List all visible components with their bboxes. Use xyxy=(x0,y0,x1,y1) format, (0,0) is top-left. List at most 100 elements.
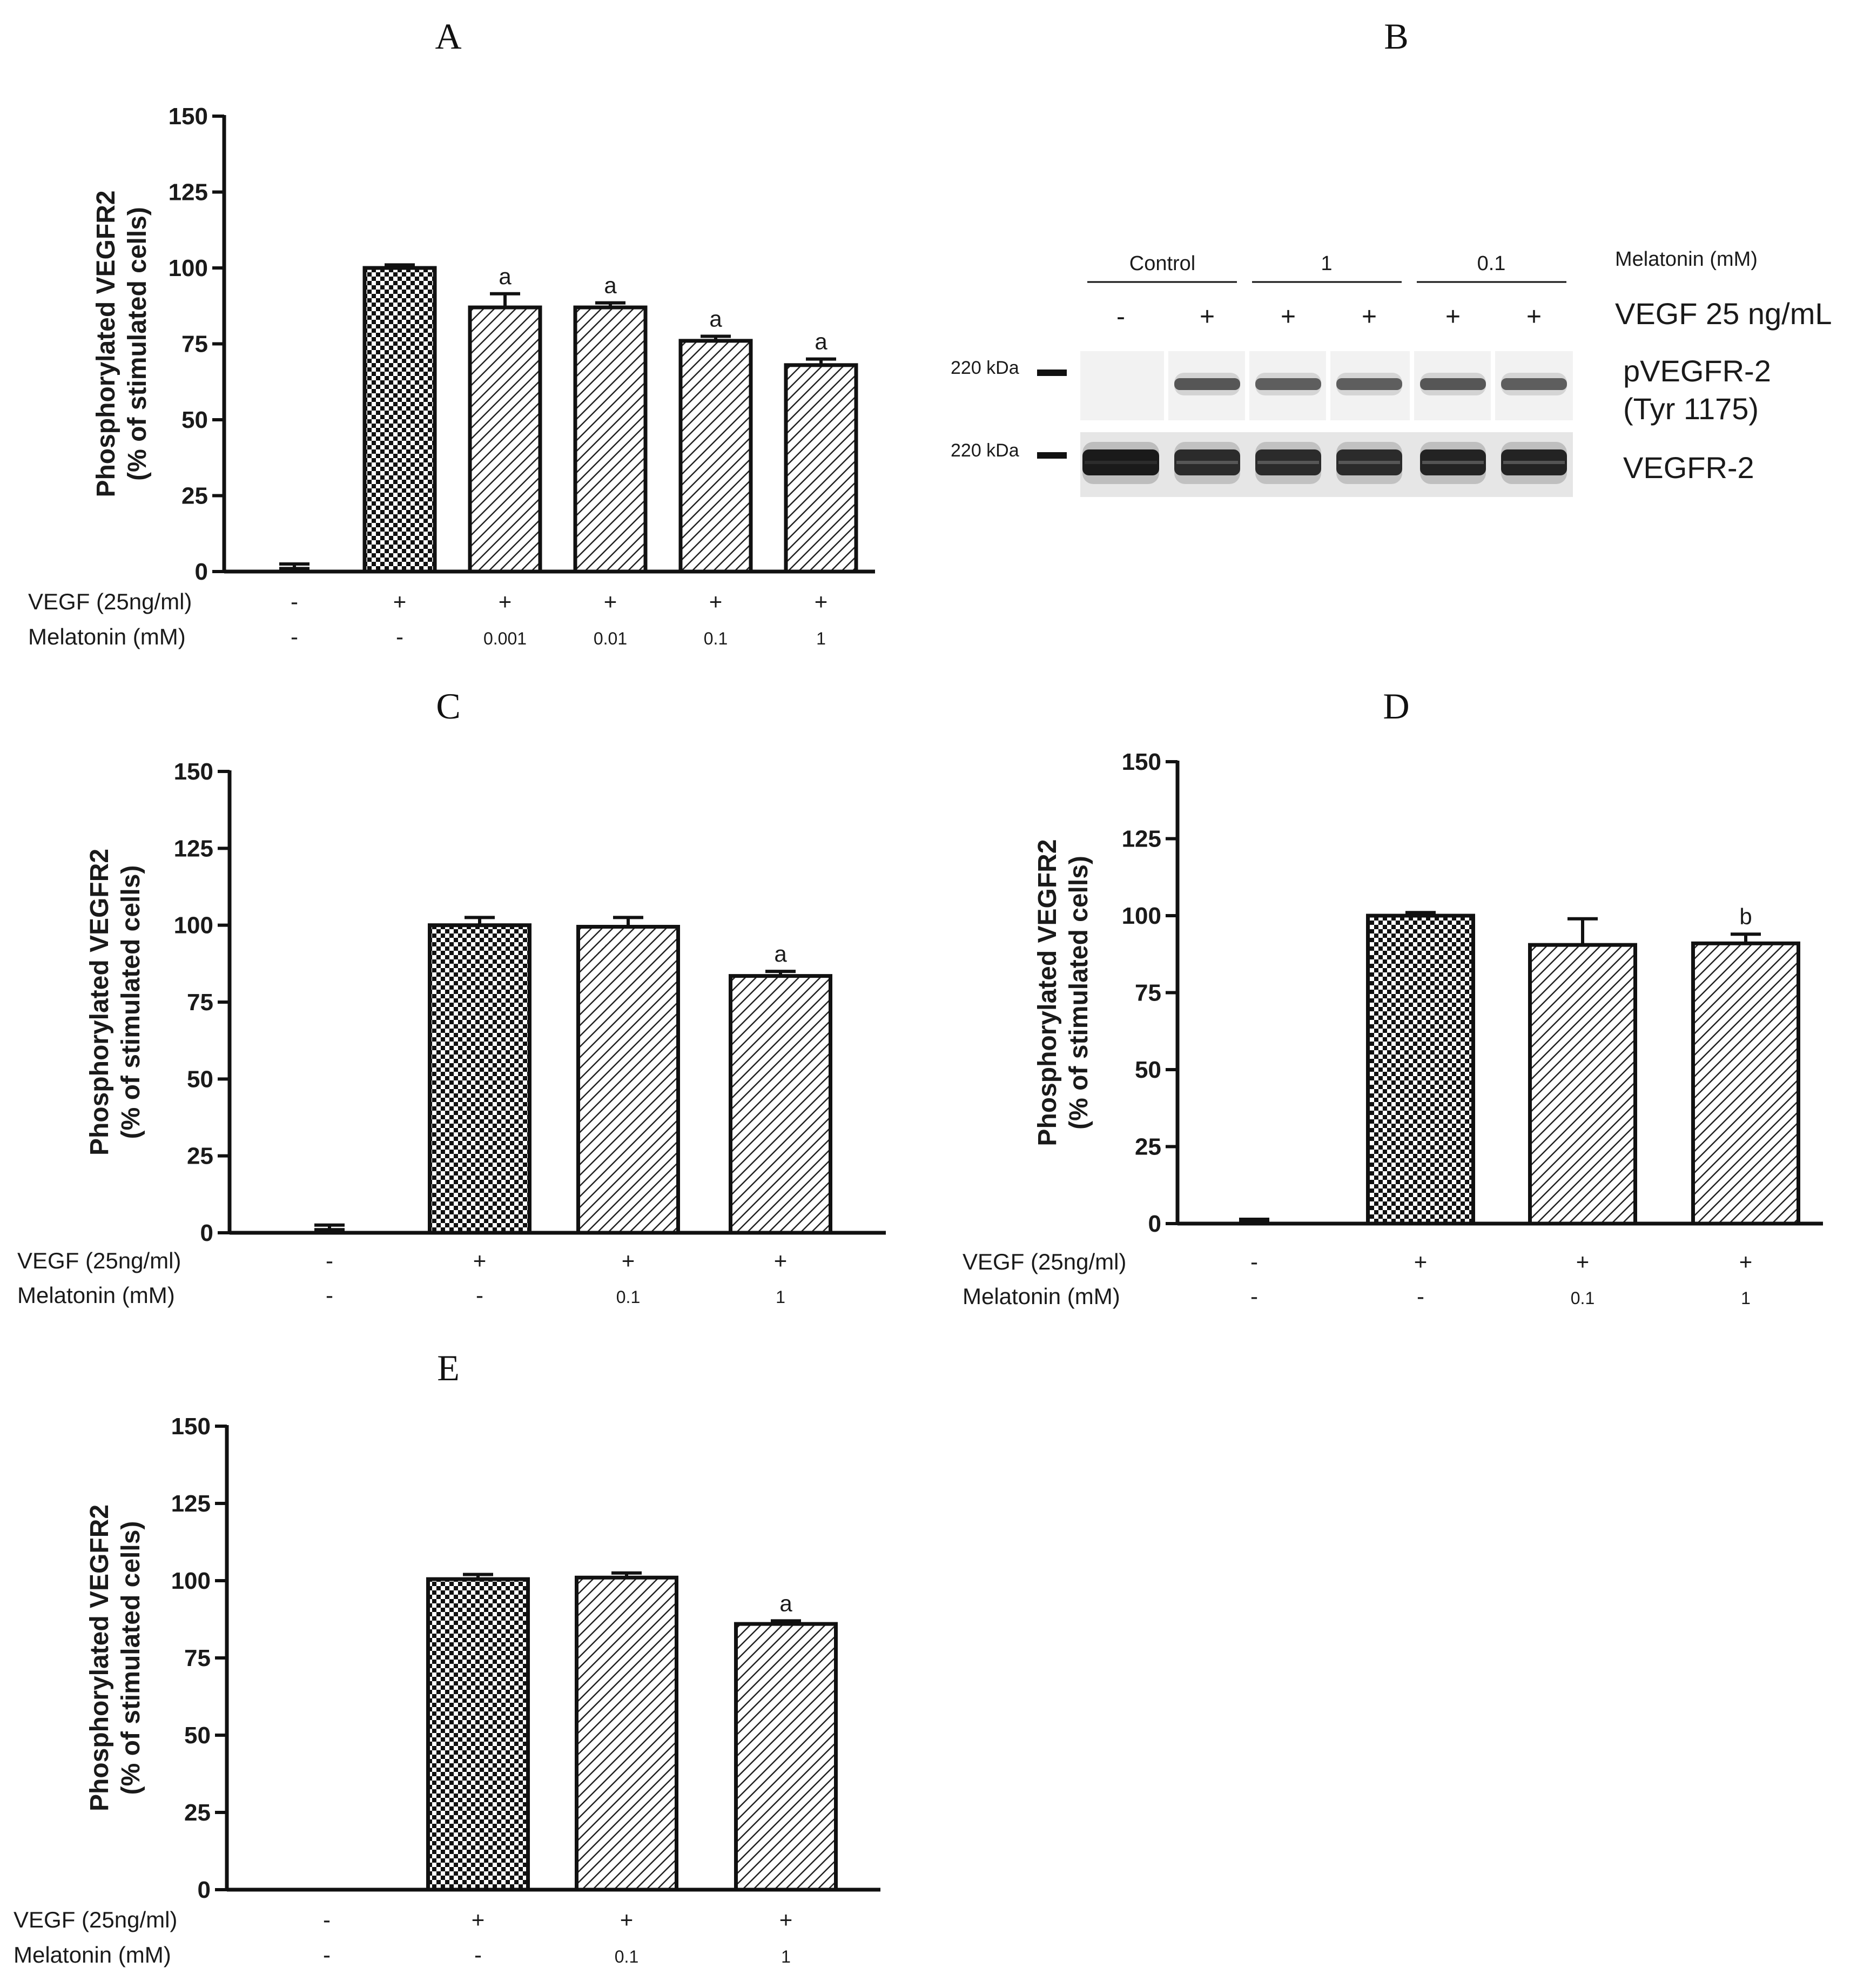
y-tick-label: 150 xyxy=(171,1413,211,1440)
panel-letter-e: E xyxy=(437,1347,460,1388)
total-band-doublet-gap xyxy=(1257,461,1319,464)
blot-group-label-1: 1 xyxy=(1321,252,1332,275)
marker-label-top: 220 kDa xyxy=(951,358,1019,378)
y-axis-label-units: (% of stimulated cells) xyxy=(1065,856,1093,1130)
marker-label-bottom: 220 kDa xyxy=(951,440,1019,461)
y-axis-label: Phosphorylated VEGFR2 xyxy=(85,849,114,1156)
bar xyxy=(428,923,531,1235)
y-tick-label: 150 xyxy=(1122,749,1161,775)
significance-label: b xyxy=(1739,904,1752,929)
condition-row-label: VEGF (25ng/ml) xyxy=(28,589,192,614)
y-axis-label-units: (% of stimulated cells) xyxy=(117,1521,145,1795)
condition-value: 0.1 xyxy=(616,1287,640,1307)
y-tick-label: 0 xyxy=(1148,1211,1161,1237)
y-tick-label: 25 xyxy=(1135,1134,1161,1160)
chart-panel-c: 0 25 50 75 100 125 150 Phosphorylated VEGFR2 (% … xyxy=(17,758,886,1308)
condition-row-label: Melatonin (mM) xyxy=(963,1284,1120,1309)
bar xyxy=(734,1622,838,1892)
bar xyxy=(573,305,648,574)
y-tick-label: 50 xyxy=(184,1722,211,1749)
condition-value: 0.01 xyxy=(594,629,627,648)
y-tick-label: 75 xyxy=(181,331,208,358)
lane-gap xyxy=(1326,351,1330,420)
condition-value: - xyxy=(1250,1284,1258,1309)
total-band-doublet-gap xyxy=(1503,461,1565,464)
condition-row-label: Melatonin (mM) xyxy=(28,624,186,649)
bar xyxy=(576,925,680,1235)
band-label-phospho: pVEGFR-2 xyxy=(1623,354,1771,388)
condition-value: + xyxy=(709,589,723,614)
significance-label: a xyxy=(779,1590,792,1616)
blot-vegf-sign: + xyxy=(1445,303,1461,331)
phospho-band xyxy=(1174,378,1240,390)
y-tick-label: 25 xyxy=(181,483,208,509)
y-axis-label: Phosphorylated VEGFR2 xyxy=(1033,839,1062,1146)
condition-value: - xyxy=(474,1942,482,1967)
significance-label: a xyxy=(499,264,512,289)
blot-melatonin-label: Melatonin (mM) xyxy=(1615,248,1758,271)
total-band-halo xyxy=(1420,442,1486,484)
chart-panel-e: 0 25 50 75 100 125 150 Phosphorylated VEGFR2 (% … xyxy=(14,1413,880,1967)
y-tick-label: 25 xyxy=(184,1799,211,1826)
bar xyxy=(468,305,542,574)
bar xyxy=(1528,943,1637,1226)
y-tick-label: 75 xyxy=(1135,980,1161,1006)
y-axis-label: Phosphorylated VEGFR2 xyxy=(92,190,120,497)
blot-vegf-sign: - xyxy=(1116,303,1125,331)
lane-gap xyxy=(1410,351,1414,420)
condition-row-label: Melatonin (mM) xyxy=(17,1282,175,1308)
phospho-band-halo xyxy=(1501,373,1567,395)
y-tick-label: 75 xyxy=(184,1645,211,1671)
phospho-band-halo xyxy=(1255,373,1321,395)
total-band-halo xyxy=(1174,442,1240,484)
phospho-band-halo xyxy=(1420,373,1486,395)
lane-gap xyxy=(1245,351,1249,420)
lane-gap xyxy=(1491,351,1495,420)
y-axis-label: Phosphorylated VEGFR2 xyxy=(85,1505,114,1811)
condition-value: + xyxy=(499,589,512,614)
condition-value: - xyxy=(291,589,298,614)
condition-value: + xyxy=(622,1248,635,1273)
condition-value: 0.1 xyxy=(615,1947,638,1966)
total-band-halo xyxy=(1255,442,1321,484)
panel-letter-b: B xyxy=(1384,16,1408,57)
panel-letter-a: A xyxy=(435,16,461,57)
y-tick-label: 125 xyxy=(174,835,213,862)
total-band-doublet-gap xyxy=(1085,461,1157,464)
condition-value: - xyxy=(326,1282,333,1308)
chart-panel-a: 0 25 50 75 100 125 150 Phosphorylated VEGFR2 (% … xyxy=(28,103,875,649)
condition-value: - xyxy=(396,624,403,649)
phospho-band-halo xyxy=(1174,373,1240,395)
phospho-band xyxy=(1255,378,1321,390)
phospho-band xyxy=(1336,378,1402,390)
phospho-band xyxy=(1420,378,1486,390)
bar xyxy=(426,1577,530,1892)
band-label-total: VEGFR-2 xyxy=(1623,451,1754,485)
bar xyxy=(1691,941,1800,1226)
bar xyxy=(678,339,753,574)
condition-value: - xyxy=(1417,1284,1424,1309)
total-band-doublet-gap xyxy=(1422,461,1484,464)
y-tick-label: 75 xyxy=(187,989,213,1016)
significance-label: a xyxy=(604,273,617,298)
condition-value: + xyxy=(1739,1249,1753,1274)
significance-label: a xyxy=(774,941,787,966)
condition-value: - xyxy=(323,1907,331,1932)
y-tick-label: 100 xyxy=(174,912,213,939)
condition-row-label: VEGF (25ng/ml) xyxy=(14,1907,177,1932)
y-tick-label: 100 xyxy=(169,255,208,281)
bar xyxy=(362,266,437,574)
y-tick-label: 125 xyxy=(1122,826,1161,852)
significance-label: a xyxy=(815,329,827,354)
condition-row-label: Melatonin (mM) xyxy=(14,1942,171,1967)
marker-tick-top xyxy=(1037,370,1067,376)
y-tick-label: 50 xyxy=(1135,1057,1161,1083)
lane-gap xyxy=(1164,351,1168,420)
y-axis-label-units: (% of stimulated cells) xyxy=(123,207,152,481)
total-band-halo xyxy=(1501,442,1567,484)
condition-value: + xyxy=(472,1907,485,1932)
condition-value: 0.1 xyxy=(704,629,728,648)
y-tick-label: 0 xyxy=(198,1877,211,1903)
y-tick-label: 100 xyxy=(1122,903,1161,929)
